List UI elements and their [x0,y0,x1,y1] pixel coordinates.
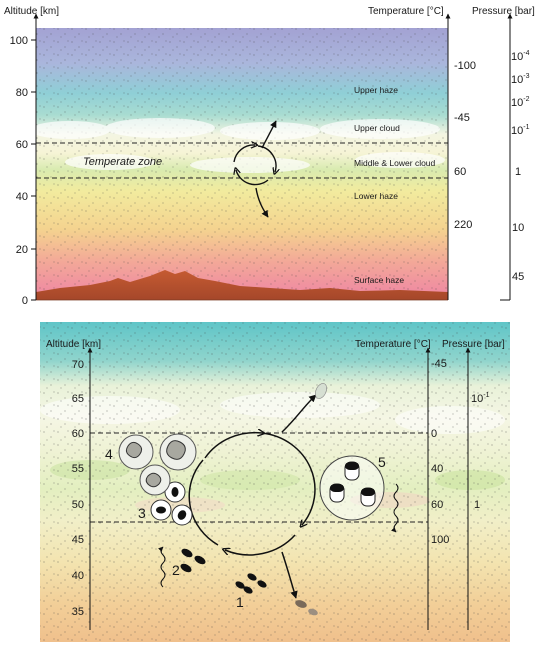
top-alt-tick: 100 [10,35,28,47]
bottom-alt-tick: 45 [72,534,84,546]
top-circulation-cycle [234,120,276,218]
stage-number-5: 5 [378,454,386,470]
bottom-alt-tick: 50 [72,499,84,511]
top-temp-tick: -45 [454,112,470,124]
zone-label-middle-lower-cloud: Middle & Lower cloud [354,158,436,168]
bottom-alt-tick: 65 [72,393,84,405]
escaping-particle [315,383,327,399]
bottom-temp-tick: 40 [431,463,443,475]
top-alt-tick: 0 [22,295,28,307]
stage-2-droplets [180,548,206,573]
top-temperature-ticks: -100 -45 60 220 [454,60,476,231]
bottom-temperature-label: Temperature [°C] [355,339,431,350]
top-panel: Upper haze Upper cloud Middle & Lower cl… [4,6,535,307]
bottom-alt-tick: 60 [72,428,84,440]
bottom-pressure-tick: 1 [474,499,480,511]
top-alt-tick: 80 [16,87,28,99]
bottom-circulation-cycle [188,394,317,599]
bottom-panel: Altitude [km] 70 65 60 55 50 45 40 35 Te… [40,322,510,642]
top-temp-tick: 220 [454,219,472,231]
top-pressure-tick: 1 [515,166,521,178]
top-pressure-tick: 10-1 [511,124,530,137]
bottom-temperature-ticks: -45 0 40 60 100 [431,358,449,546]
top-pressure-tick: 10-4 [511,50,530,63]
bottom-altitude-label: Altitude [km] [46,339,101,350]
bottom-speckle-overlay [40,322,510,642]
wavy-arrow-left [158,546,166,588]
top-temp-tick: -100 [454,60,476,72]
falling-particle [295,600,307,608]
stage-number-4: 4 [105,446,113,462]
falling-particle [308,608,318,616]
top-altitude-label: Altitude [km] [4,6,59,17]
stage-4-cells [118,433,197,496]
top-altitude-ticks: 100 80 60 40 20 0 [10,35,28,307]
zone-label-upper-haze: Upper haze [354,85,398,95]
stage-5-cells [319,455,385,521]
zone-label-lower-haze: Lower haze [354,191,398,201]
top-temp-tick: 60 [454,166,466,178]
zone-label-upper-cloud: Upper cloud [354,123,400,133]
top-pressure-tick: 45 [512,271,524,283]
bottom-alt-tick: 55 [72,463,84,475]
top-pressure-tick: 10 [512,222,524,234]
bottom-temp-tick: 100 [431,534,449,546]
top-pressure-ticks: 10-4 10-3 10-2 10-1 1 10 45 [511,50,530,283]
bottom-temp-tick: -45 [431,358,447,370]
top-cloud-band [30,118,445,173]
bottom-pressure-label: Pressure [bar] [442,339,505,350]
bottom-temp-tick: 60 [431,499,443,511]
top-pressure-tick: 10-3 [511,73,530,86]
top-surface-terrain [36,270,448,300]
stage-number-2: 2 [172,562,180,578]
top-alt-tick: 40 [16,191,28,203]
temperate-zone-label: Temperate zone [83,156,162,168]
bottom-altitude-ticks: 70 65 60 55 50 45 40 35 [72,359,84,618]
bottom-alt-tick: 70 [72,359,84,371]
top-alt-tick: 60 [16,139,28,151]
top-pressure-label: Pressure [bar] [472,6,535,17]
stage-number-1: 1 [236,594,244,610]
wavy-arrow-right [391,483,399,533]
top-alt-tick: 20 [16,244,28,256]
stage-number-3: 3 [138,505,146,521]
top-pressure-tick: 10-2 [511,96,530,109]
stage-3-cells [150,481,193,526]
top-temperature-label: Temperature [°C] [368,6,444,17]
zone-label-surface-haze: Surface haze [354,275,404,285]
bottom-alt-tick: 35 [72,606,84,618]
stage-1-droplets [235,573,267,594]
bottom-pressure-ticks: 10-1 1 [471,392,490,511]
bottom-temp-tick: 0 [431,428,437,440]
bottom-pressure-tick: 10-1 [471,392,490,405]
bottom-alt-tick: 40 [72,570,84,582]
